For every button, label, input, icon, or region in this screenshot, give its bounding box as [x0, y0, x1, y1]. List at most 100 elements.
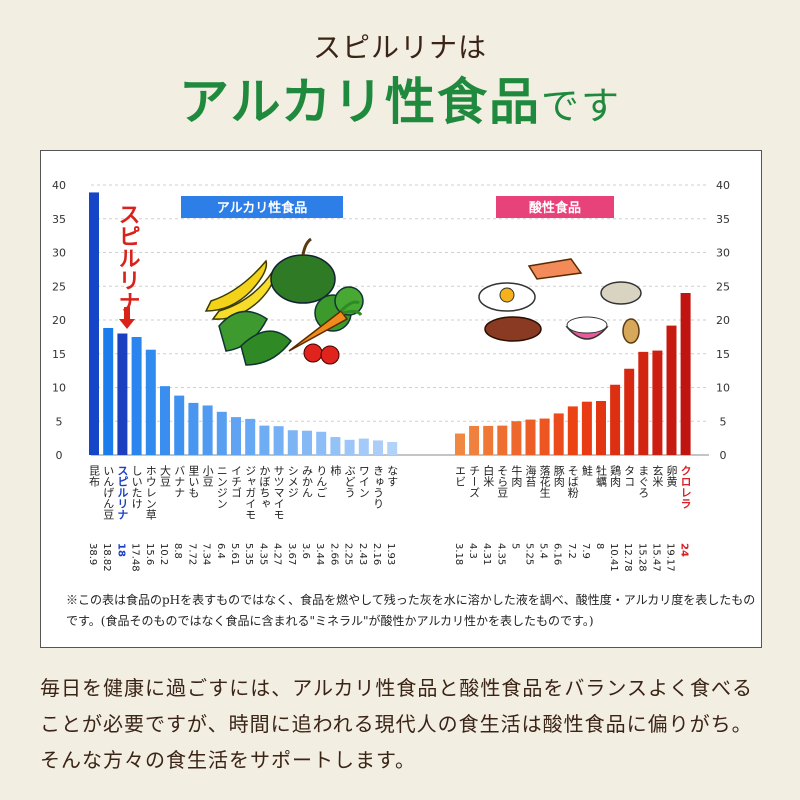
value-label: 10.41: [608, 543, 619, 572]
bar: [330, 437, 341, 455]
bar: [497, 425, 508, 455]
bar: [316, 431, 327, 455]
bar: [358, 438, 369, 455]
category-label: 白米: [482, 464, 495, 488]
page-title-tail: です: [540, 84, 621, 128]
category-label: りんご: [315, 465, 328, 498]
y-tick-label-right: 25: [716, 280, 730, 293]
bar: [202, 405, 213, 455]
bar: [511, 421, 522, 455]
bar: [174, 395, 185, 455]
value-label: 5.25: [524, 543, 535, 565]
y-tick-label-right: 10: [716, 382, 730, 395]
oyster-icon: [600, 281, 642, 305]
chart-panel: 0 0 5 5 10 10 15 15 20 20 25 25 30 30 35 35 40 40 昆布 38.9 いん…: [40, 150, 762, 648]
category-label: 昆布: [88, 465, 101, 488]
bar: [581, 401, 592, 455]
bar: [539, 418, 550, 455]
y-tick-label-right: 5: [720, 415, 727, 428]
bar: [231, 417, 241, 455]
category-label: スピルリナ: [116, 465, 129, 520]
legend-banner: [181, 196, 343, 218]
chart-footnote: ※この表は食品のpHを表すものではなく、食品を燃やして残った灰を水に溶かした液を…: [66, 593, 756, 628]
bar: [680, 293, 691, 455]
category-label: ジャガイモ: [244, 465, 257, 520]
y-tick-label-left: 40: [52, 179, 66, 192]
category-label: きゅうり: [372, 465, 385, 509]
meat-icon: [484, 316, 542, 342]
bar: [567, 406, 578, 455]
category-label: いんげん豆: [102, 465, 115, 520]
bar: [610, 384, 621, 455]
bar: [525, 419, 536, 455]
y-tick-label-left: 5: [56, 415, 63, 428]
value-label: 5.61: [229, 543, 240, 565]
bar: [455, 433, 465, 455]
category-label: チーズ: [468, 465, 481, 498]
page-subtitle: スピルリナは: [312, 31, 487, 64]
value-label: 18: [115, 543, 126, 557]
peanut-icon: [622, 318, 640, 344]
spinach-icon: [218, 310, 268, 352]
value-label: 38.9: [87, 543, 98, 565]
category-label: なす: [386, 465, 399, 487]
rice-icon: [566, 316, 608, 334]
category-label: まぐろ: [637, 465, 650, 499]
banana-icon: [204, 259, 268, 312]
value-label: 6.4: [215, 543, 226, 559]
bar: [652, 350, 663, 455]
category-label: 海苔: [524, 464, 537, 488]
category-label: 牡蠣: [595, 464, 608, 488]
value-label: 5.4: [538, 543, 549, 559]
y-tick-label-right: 0: [720, 449, 727, 462]
value-label: 18.82: [101, 543, 112, 572]
value-label: 4.27: [272, 543, 283, 565]
value-label: 7.72: [186, 543, 197, 565]
value-label: 2.25: [343, 543, 354, 565]
bar: [89, 192, 99, 456]
category-label: ホウレン草: [144, 465, 157, 520]
value-label: 1.93: [385, 543, 396, 565]
y-tick-label-left: 10: [52, 382, 66, 395]
strawberry-icon: [303, 343, 323, 363]
y-tick-label-right: 30: [716, 247, 730, 260]
value-label: 15.47: [650, 543, 661, 572]
category-label: みかん: [301, 465, 314, 498]
category-label: ワイン: [357, 465, 370, 498]
bar: [596, 401, 606, 455]
pumpkin-stem-icon: [301, 237, 312, 256]
value-label: 6.16: [552, 543, 563, 565]
value-label: 19.17: [665, 543, 676, 572]
page-title: アルカリ性食品です: [0, 62, 800, 134]
value-label: 3.6: [300, 543, 311, 559]
value-label: 12.78: [622, 543, 633, 572]
category-label: 鶏肉: [609, 464, 622, 487]
category-label: 鮭: [580, 464, 593, 477]
value-label: 4.35: [495, 543, 506, 565]
egg-yolk-icon: [499, 287, 515, 303]
pumpkin-icon: [270, 254, 336, 304]
y-tick-label-left: 25: [52, 280, 66, 293]
category-label: サツマイモ: [272, 465, 285, 520]
value-label: 7.34: [201, 543, 212, 565]
bar: [666, 325, 677, 455]
category-label: イチゴ: [230, 465, 243, 498]
bar: [103, 327, 114, 455]
value-label: 3.18: [453, 543, 464, 565]
category-label: 大豆: [159, 464, 172, 487]
down-arrow-icon: [119, 307, 135, 329]
strawberry-icon: [320, 345, 340, 365]
value-label: 10.2: [158, 543, 169, 565]
spinach-icon: [240, 330, 292, 366]
page-title-main: アルカリ性食品: [178, 72, 541, 131]
value-label: 3.67: [286, 543, 297, 565]
bar: [117, 333, 128, 455]
bar: [216, 411, 227, 455]
value-label: 4.31: [481, 543, 492, 565]
category-label: タコ: [623, 465, 636, 487]
category-label: かぼちゃ: [258, 465, 271, 509]
bar: [483, 425, 494, 455]
category-label: 牛肉: [510, 464, 523, 487]
bar: [344, 439, 355, 455]
value-label: 17.48: [130, 543, 141, 572]
